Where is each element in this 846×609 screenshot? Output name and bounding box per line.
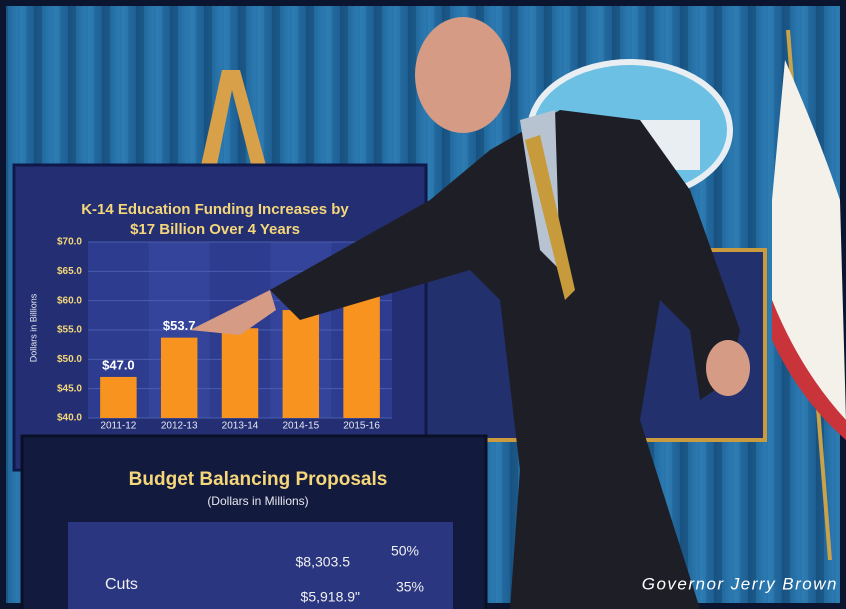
board-table [68,522,453,609]
y-axis-label: Dollars in Billions [28,293,38,362]
caption: Governor Jerry Brown [642,574,838,593]
y-tick-label: $40.0 [57,413,82,424]
y-tick-label: $55.0 [57,325,82,336]
cell: 50% [391,543,419,559]
bar [283,310,319,418]
board-subtitle: (Dollars in Millions) [207,494,308,508]
x-tick-label: 2014-15 [282,421,319,432]
y-tick-label: $70.0 [57,237,82,248]
value-label: $53.7 [163,318,196,333]
value-label: $47.0 [102,357,135,372]
x-tick-label: 2013-14 [222,421,259,432]
y-tick-label: $65.0 [57,266,82,277]
photo: K-14 Education Funding Increases by$17 B… [0,0,846,609]
bar [343,288,379,418]
bar [222,328,258,418]
bar [100,377,136,418]
board-title: Budget Balancing Proposals [129,469,388,490]
x-tick-label: 2011-12 [100,421,136,432]
hand [706,340,750,396]
cell: $8,303.5 [296,554,351,570]
y-tick-label: $45.0 [57,383,82,394]
head [415,17,511,133]
y-tick-label: $50.0 [57,354,82,365]
bar [161,338,197,418]
cell: $5,918.9" [301,589,360,605]
x-tick-label: 2012-13 [161,421,198,432]
x-tick-label: 2015-16 [343,421,380,432]
cell: Cuts [105,576,138,593]
cell: 35% [396,579,424,595]
y-tick-label: $60.0 [57,295,82,306]
